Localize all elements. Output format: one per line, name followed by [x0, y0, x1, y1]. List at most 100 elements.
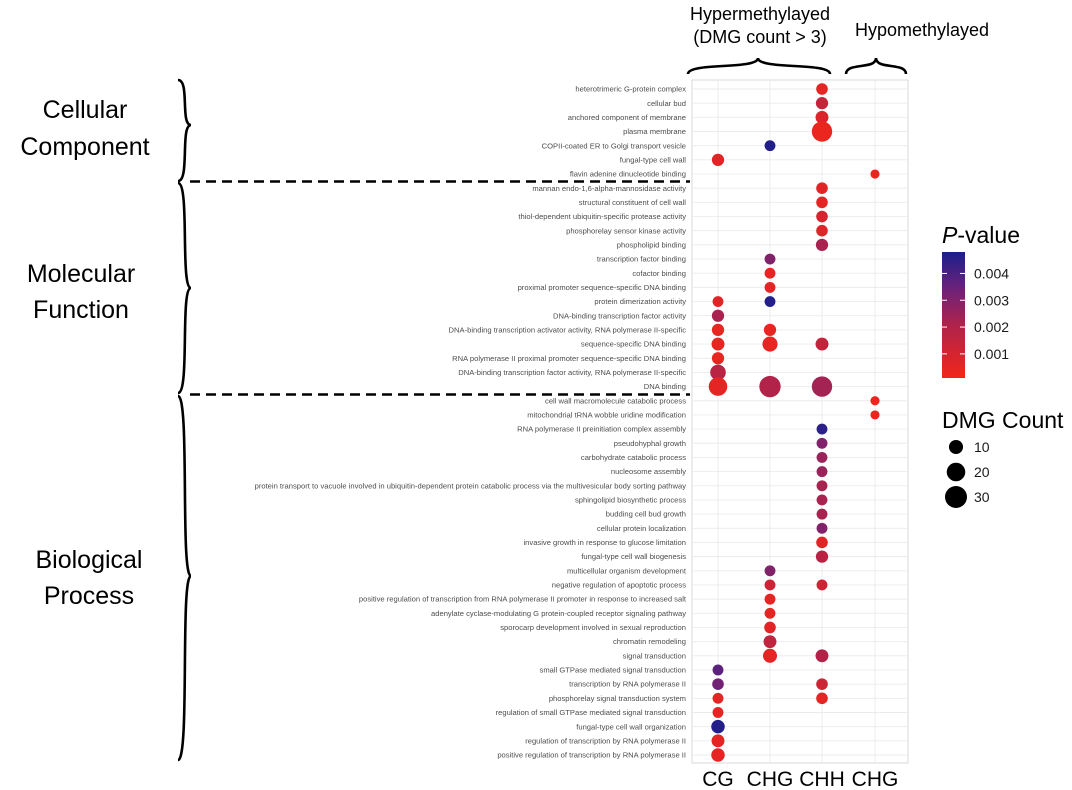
data-point	[764, 140, 776, 152]
color-tick-label: 0.003	[974, 292, 1009, 308]
term-label: DNA binding	[644, 382, 686, 391]
color-tick-label: 0.001	[974, 346, 1009, 362]
color-legend-title-rest: -value	[957, 222, 1020, 248]
data-point	[711, 719, 725, 734]
data-point	[712, 664, 724, 676]
data-point	[816, 508, 828, 520]
gridlines	[692, 80, 908, 763]
data-point	[816, 522, 828, 534]
term-label: cofactor binding	[632, 269, 686, 278]
term-label: transcription factor binding	[597, 255, 686, 264]
data-point	[811, 376, 833, 397]
term-label: mitochondrial tRNA wobble uridine modifi…	[527, 411, 686, 420]
data-point	[764, 267, 776, 279]
color-legend-title: P-value	[942, 222, 1020, 248]
term-label: phospholipid binding	[617, 240, 686, 249]
data-point	[711, 352, 725, 365]
data-point	[711, 153, 725, 166]
term-label: COPII-coated ER to Golgi transport vesic…	[542, 141, 686, 150]
brace-cellular-component	[177, 78, 192, 183]
data-point	[712, 692, 724, 704]
section-label-cellular-line2: Component	[20, 133, 149, 161]
data-points	[708, 83, 880, 762]
data-point	[816, 494, 828, 506]
term-label: thiol-dependent ubiquitin-specific prote…	[518, 212, 686, 221]
group-hypo-line1: Hypomethylayed	[855, 20, 989, 40]
term-label: adenylate cyclase-modulating G protein-c…	[431, 609, 686, 618]
data-point	[815, 337, 829, 351]
section-label-molecular-line2: Function	[33, 296, 129, 324]
data-point	[712, 707, 724, 718]
term-label: proximal promoter sequence-specific DNA …	[518, 283, 686, 292]
data-point	[816, 437, 828, 449]
data-point	[815, 649, 829, 663]
x-tick-label: CHG	[747, 768, 794, 790]
brace-biological-process	[176, 394, 193, 762]
term-labels: heterotrimeric G-protein complex cellular…	[255, 85, 687, 760]
term-label: nucleosome assembly	[611, 467, 686, 476]
x-tick-label: CHH	[799, 768, 845, 790]
data-point	[816, 423, 828, 435]
size-legend-label: 10	[974, 439, 990, 455]
group-hyper-line2: (DMG count > 3)	[693, 27, 827, 47]
data-point	[816, 182, 828, 194]
data-point	[870, 169, 880, 179]
term-label: phosphorelay signal transduction system	[549, 694, 686, 703]
x-tick-label: CHG	[852, 768, 899, 790]
term-label: structural constituent of cell wall	[579, 198, 687, 207]
term-label: cellular protein localization	[597, 524, 686, 533]
size-legend-items: 10 20 30	[945, 439, 990, 508]
section-braces	[176, 78, 193, 762]
term-label: fungal-type cell wall organization	[576, 722, 686, 731]
term-label: sporocarp development involved in sexual…	[500, 623, 686, 632]
data-point	[816, 451, 828, 463]
term-label: plasma membrane	[623, 127, 686, 136]
data-point	[711, 337, 725, 351]
data-point	[816, 83, 828, 95]
term-label: transcription by RNA polymerase II	[569, 680, 686, 689]
section-label-cellular-line1: Cellular	[43, 96, 128, 124]
data-point	[816, 196, 828, 209]
data-point	[764, 253, 776, 265]
data-point	[759, 375, 781, 398]
data-point	[708, 377, 728, 396]
term-label: sequence-specific DNA binding	[581, 340, 686, 349]
section-label-biological-line1: Biological	[35, 546, 142, 574]
term-label: signal transduction	[623, 651, 686, 660]
term-label: protein transport to vacuole involved in…	[255, 481, 687, 490]
size-legend-title: DMG Count	[942, 407, 1064, 433]
data-point	[710, 364, 726, 381]
data-point	[815, 238, 829, 252]
term-label: protein dimerization activity	[594, 297, 686, 306]
term-label: RNA polymerase II proximal promoter sequ…	[452, 354, 686, 363]
data-point	[815, 110, 829, 124]
term-label: mannan endo-1,6-alpha-mannosidase activi…	[532, 184, 686, 193]
term-label: multicellular organism development	[567, 566, 687, 575]
term-label: invasive growth in response to glucose l…	[523, 538, 686, 547]
brace-molecular-function	[176, 181, 193, 395]
group-hyper-line1: Hypermethylayed	[690, 4, 830, 24]
term-label: fungal-type cell wall	[620, 155, 687, 164]
term-label: phosphorelay sensor kinase activity	[566, 226, 686, 235]
data-point	[762, 648, 778, 663]
data-point	[764, 607, 776, 619]
data-point	[762, 336, 778, 352]
data-point	[816, 536, 828, 549]
data-point	[711, 323, 725, 337]
term-label: anchored component of membrane	[568, 113, 686, 122]
size-legend-dot	[945, 486, 967, 508]
data-point	[711, 748, 725, 762]
term-label: fungal-type cell wall biogenesis	[581, 552, 686, 561]
data-point	[816, 224, 828, 237]
term-label: pseudohyphal growth	[614, 439, 686, 448]
term-label: sphingolipid biosynthetic process	[575, 496, 686, 505]
section-label-molecular-line1: Molecular	[27, 260, 135, 288]
data-point	[816, 210, 828, 223]
term-label: cell wall macromolecule catabolic proces…	[545, 396, 686, 405]
data-point	[763, 323, 777, 337]
data-point	[764, 296, 776, 307]
term-label: DNA-binding transcription factor activit…	[553, 311, 686, 320]
data-point	[764, 621, 776, 634]
term-label: DNA-binding transcription activator acti…	[449, 325, 687, 334]
